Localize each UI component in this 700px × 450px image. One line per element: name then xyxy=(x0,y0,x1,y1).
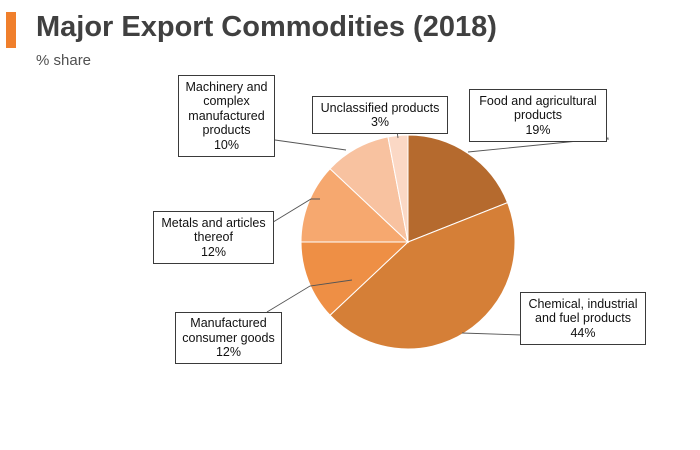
data-label-name: complex xyxy=(203,94,250,109)
data-label-name: Machinery and xyxy=(185,79,268,94)
data-label-machinery: Machinery and complex manufactured products… xyxy=(178,75,275,157)
data-label-manufactured: Manufactured consumer goods 12% xyxy=(175,312,282,364)
data-label-name: products xyxy=(514,108,562,123)
leader-line-metals xyxy=(264,198,320,228)
data-label-name: manufactured xyxy=(188,108,265,123)
data-label-name: Food and agricultural xyxy=(479,93,597,108)
chart-subtitle: % share xyxy=(36,52,92,69)
data-label-value: 12% xyxy=(215,345,242,360)
data-label-chemical: Chemical, industrial and fuel products 44% xyxy=(520,292,646,345)
data-label-name: and fuel products xyxy=(535,311,631,326)
data-label-name: consumer goods xyxy=(182,330,275,345)
pie-slice-chemical xyxy=(329,201,516,350)
data-label-value: 10% xyxy=(213,137,240,152)
data-label-name: Unclassified products xyxy=(320,100,440,115)
data-label-name: Chemical, industrial xyxy=(528,296,638,311)
data-label-value: 44% xyxy=(570,325,596,340)
leader-line-manufactured xyxy=(266,279,353,313)
data-label-metals: Metals and articles thereof 12% xyxy=(153,211,274,264)
pie-slice-manufactured xyxy=(300,241,410,316)
data-label-name: Manufactured xyxy=(190,316,267,331)
data-label-unclassified: Unclassified products 3% xyxy=(312,96,448,134)
leader-line-machinery xyxy=(274,139,347,151)
data-label-value: 3% xyxy=(370,115,390,129)
title-accent-bar xyxy=(6,12,16,48)
leader-line-food xyxy=(467,137,609,153)
leader-line-chemical xyxy=(461,332,523,336)
data-label-name: thereof xyxy=(194,230,233,245)
pie-slice-metals xyxy=(300,168,410,243)
data-label-value: 19% xyxy=(525,122,551,137)
data-label-food: Food and agricultural products 19% xyxy=(469,89,607,142)
chart-title: Major Export Commodities (2018) xyxy=(36,11,497,43)
data-label-value: 12% xyxy=(200,244,227,259)
pie-slice-food xyxy=(407,134,509,243)
data-label-name: Metals and articles xyxy=(161,215,266,230)
data-label-name: products xyxy=(202,123,251,138)
